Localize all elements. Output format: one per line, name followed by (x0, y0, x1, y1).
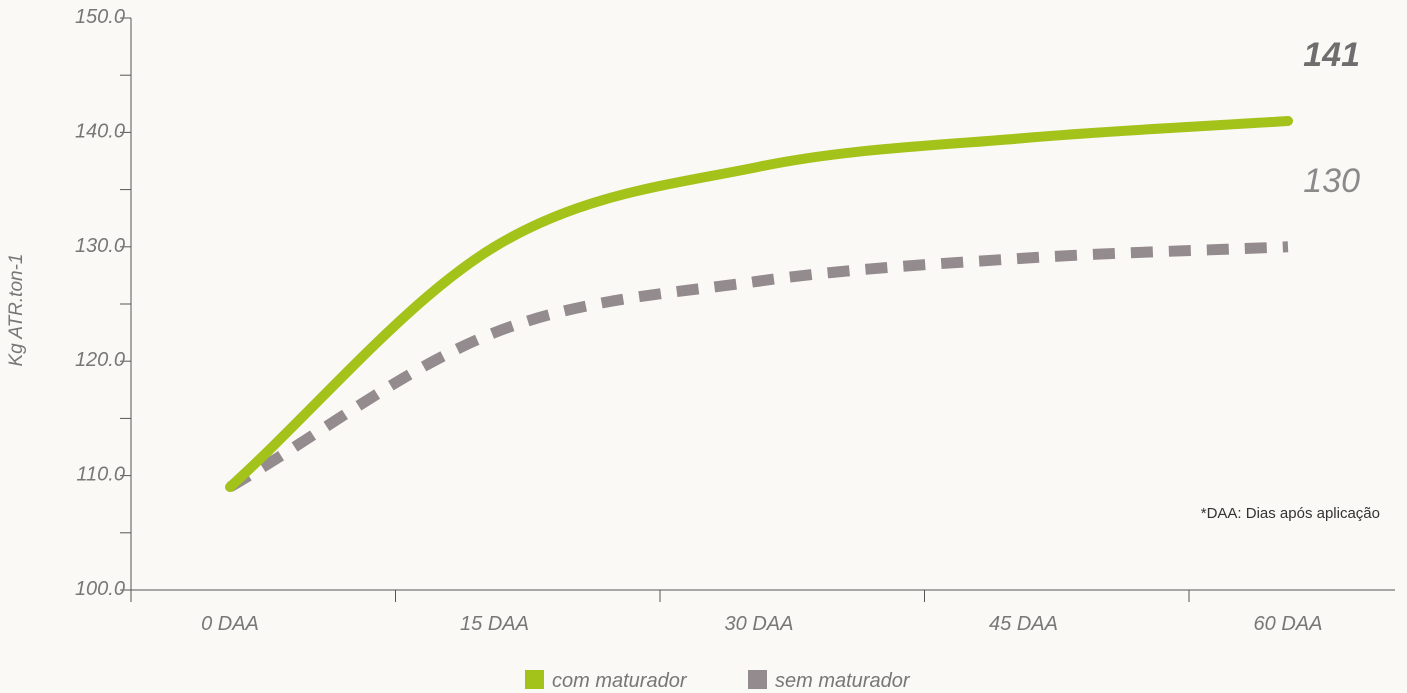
y-tick-label: 100.0 (75, 578, 125, 600)
series-line-sem-maturador (227, 241, 1289, 492)
legend: com maturador sem maturador (525, 670, 911, 692)
x-tick-label: 45 DAA (989, 613, 1058, 635)
legend-swatch (525, 670, 544, 689)
series-layer (225, 115, 1293, 493)
x-tick-label: 60 DAA (1254, 613, 1323, 635)
end-label-com-maturador: 141 (1303, 36, 1360, 74)
series-line-com-maturador (225, 115, 1293, 493)
y-tick-label: 120.0 (75, 349, 125, 371)
y-tick-label: 130.0 (75, 235, 125, 257)
y-tick-label: 110.0 (76, 464, 125, 486)
legend-label: com maturador (552, 670, 688, 692)
axes: 150.0 140.0 130.0 120.0 110.0 100.0 0 DAA 15 DA… (75, 6, 1395, 635)
end-label-sem-maturador: 130 (1303, 162, 1360, 200)
x-tick-label: 15 DAA (460, 613, 529, 635)
y-tick-label: 150.0 (75, 6, 125, 28)
y-axis-title: Kg ATR.ton-1 (6, 254, 27, 367)
legend-swatch (748, 670, 767, 689)
legend-label: sem maturador (775, 670, 911, 692)
daa-footnote: *DAA: Dias após aplicação (1201, 505, 1380, 522)
x-tick-label: 0 DAA (201, 613, 259, 635)
x-tick-label: 30 DAA (725, 613, 794, 635)
y-tick-label: 140.0 (75, 120, 125, 142)
